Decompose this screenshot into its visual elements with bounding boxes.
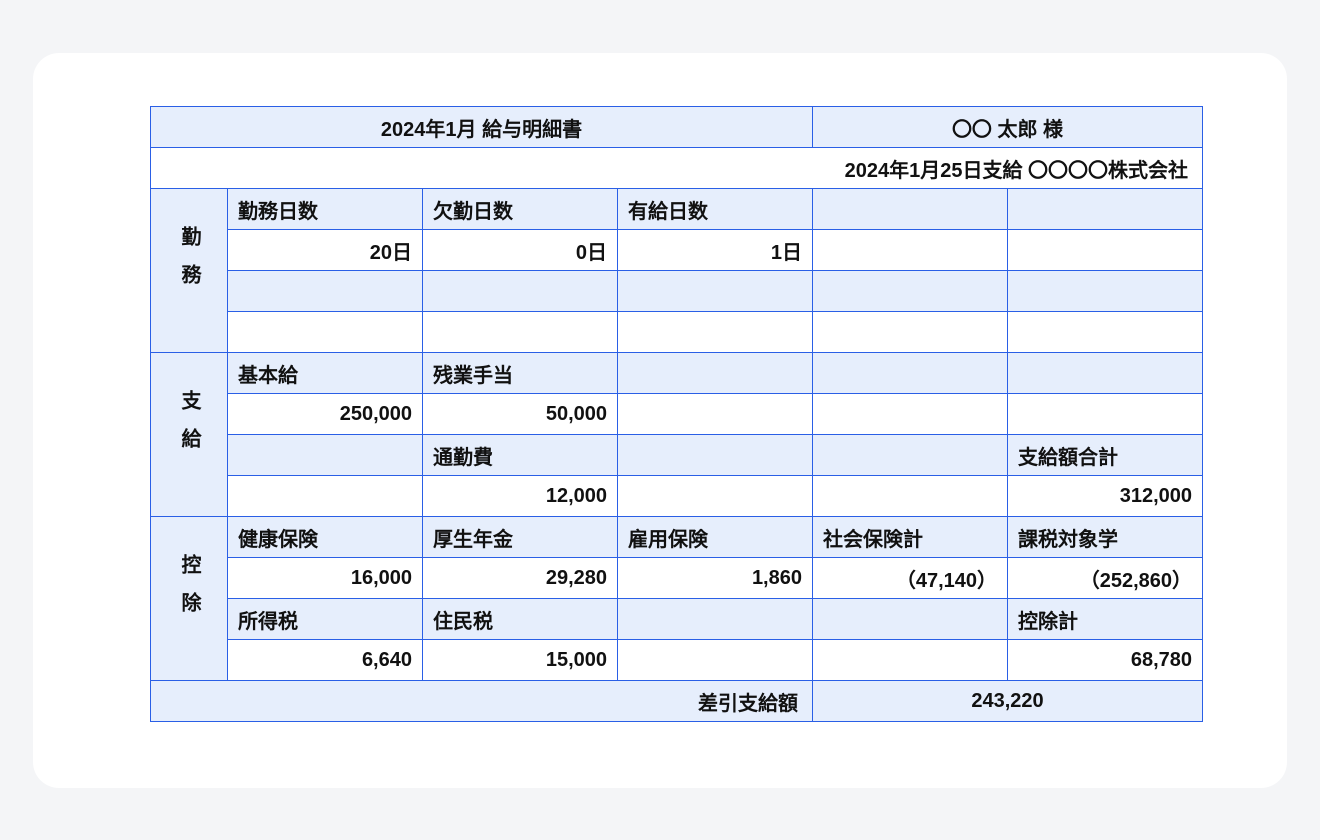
pay-h2-4: 支給額合計 [1008,435,1203,476]
ded-h2-1: 住民税 [423,599,618,640]
pay-h-1: 残業手当 [423,353,618,394]
pay-h2-0 [228,435,423,476]
ded-h2-2 [618,599,813,640]
ded-h-4: 課税対象学 [1008,517,1203,558]
ded-h2-0: 所得税 [228,599,423,640]
pay-h2-3 [813,435,1008,476]
pay-v-2 [618,394,813,435]
pay-h2-2 [618,435,813,476]
ded-h-1: 厚生年金 [423,517,618,558]
pay-v-3 [813,394,1008,435]
ded-v-4: （252,860） [1008,558,1203,599]
payslip-card: 2024年1月 給与明細書 〇〇 太郎 様 2024年1月25日支給 〇〇〇〇株… [33,53,1287,788]
ded-v2-1: 15,000 [423,640,618,681]
pay-h-4 [1008,353,1203,394]
att-v2-2 [618,312,813,353]
ded-h-3: 社会保険計 [813,517,1008,558]
pay-h2-1: 通勤費 [423,435,618,476]
ded-v-2: 1,860 [618,558,813,599]
att-h2-0 [228,271,423,312]
att-h2-2 [618,271,813,312]
ded-v2-3 [813,640,1008,681]
att-v-1: 0日 [423,230,618,271]
ded-h-0: 健康保険 [228,517,423,558]
pay-v2-1: 12,000 [423,476,618,517]
ded-v-3: （47,140） [813,558,1008,599]
att-h-3 [813,189,1008,230]
pay-h-2 [618,353,813,394]
section-deduction: 控除 [151,517,228,681]
att-v-3 [813,230,1008,271]
att-v2-3 [813,312,1008,353]
att-h2-4 [1008,271,1203,312]
section-payment: 支給 [151,353,228,517]
att-h-4 [1008,189,1203,230]
pay-v2-4: 312,000 [1008,476,1203,517]
recipient-name: 〇〇 太郎 様 [813,107,1203,148]
section-payment-label: 支給 [170,390,208,466]
pay-h-3 [813,353,1008,394]
att-h-0: 勤務日数 [228,189,423,230]
att-h2-3 [813,271,1008,312]
att-h2-1 [423,271,618,312]
att-v2-0 [228,312,423,353]
pay-date-company: 2024年1月25日支給 〇〇〇〇株式会社 [151,148,1203,189]
section-attendance: 勤務 [151,189,228,353]
pay-v2-2 [618,476,813,517]
pay-v2-0 [228,476,423,517]
att-v-2: 1日 [618,230,813,271]
att-v-4 [1008,230,1203,271]
att-h-2: 有給日数 [618,189,813,230]
ded-v-1: 29,280 [423,558,618,599]
section-attendance-label: 勤務 [170,226,208,302]
section-deduction-label: 控除 [170,554,208,630]
net-pay-label: 差引支給額 [151,681,813,722]
payslip-table: 2024年1月 給与明細書 〇〇 太郎 様 2024年1月25日支給 〇〇〇〇株… [150,106,1203,722]
ded-v2-4: 68,780 [1008,640,1203,681]
ded-h2-3 [813,599,1008,640]
att-h-1: 欠勤日数 [423,189,618,230]
att-v2-4 [1008,312,1203,353]
net-pay-value: 243,220 [813,681,1203,722]
ded-v2-0: 6,640 [228,640,423,681]
pay-h-0: 基本給 [228,353,423,394]
ded-v2-2 [618,640,813,681]
pay-v2-3 [813,476,1008,517]
ded-v-0: 16,000 [228,558,423,599]
ded-h2-4: 控除計 [1008,599,1203,640]
pay-v-0: 250,000 [228,394,423,435]
pay-v-1: 50,000 [423,394,618,435]
att-v-0: 20日 [228,230,423,271]
doc-title: 2024年1月 給与明細書 [151,107,813,148]
att-v2-1 [423,312,618,353]
pay-v-4 [1008,394,1203,435]
ded-h-2: 雇用保険 [618,517,813,558]
